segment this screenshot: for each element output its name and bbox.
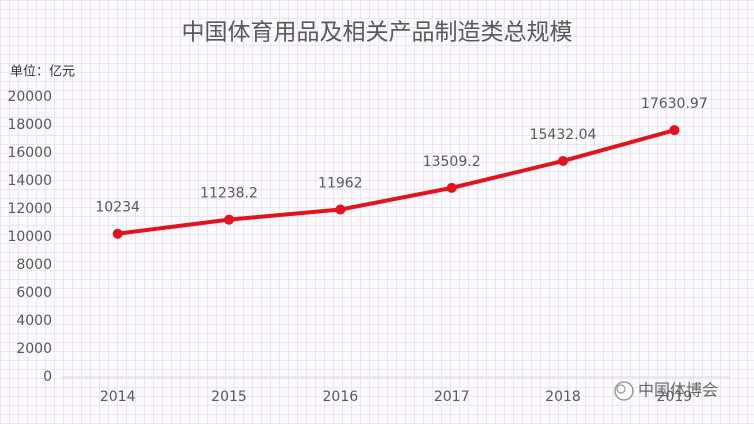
y-tick-label: 12000 [7, 201, 52, 217]
watermark: 中国体博会 [638, 381, 718, 400]
y-tick-label: 20000 [7, 89, 52, 105]
watermark-circle [616, 384, 626, 394]
x-tick-label: 2015 [211, 389, 247, 405]
data-label: 11962 [318, 176, 363, 192]
watermark-icon [614, 381, 634, 401]
data-label: 17630.97 [641, 96, 708, 112]
data-point [558, 155, 568, 166]
x-tick-label: 2019 [657, 389, 693, 405]
data-point [112, 228, 123, 239]
y-tick-label: 10000 [7, 229, 52, 245]
data-label: 11238.2 [200, 186, 258, 202]
x-tick-label: 2017 [434, 389, 470, 405]
y-tick-label: 6000 [16, 285, 52, 301]
y-tick-label: 0 [43, 369, 52, 385]
data-label: 13509.2 [423, 154, 481, 170]
chart-title: 中国体育用品及相关产品制造类总规模 [182, 20, 573, 46]
data-label: 15432.04 [530, 127, 597, 143]
x-tick-label: 2018 [545, 389, 581, 405]
data-point [335, 204, 346, 215]
x-tick-label: 2014 [100, 389, 136, 405]
y-axis-label: 单位：亿元 [10, 65, 75, 80]
y-tick-label: 18000 [7, 117, 52, 133]
data-line [117, 128, 675, 236]
y-tick-label: 2000 [16, 341, 52, 357]
data-point [224, 214, 234, 225]
x-tick-label: 2016 [323, 389, 359, 405]
data-label: 10234 [95, 200, 140, 216]
data-point [446, 182, 457, 193]
y-tick-label: 4000 [16, 313, 52, 329]
y-tick-label: 8000 [16, 257, 52, 273]
y-tick-label: 16000 [7, 145, 52, 161]
data-point [669, 125, 680, 136]
y-tick-label: 14000 [7, 173, 52, 189]
